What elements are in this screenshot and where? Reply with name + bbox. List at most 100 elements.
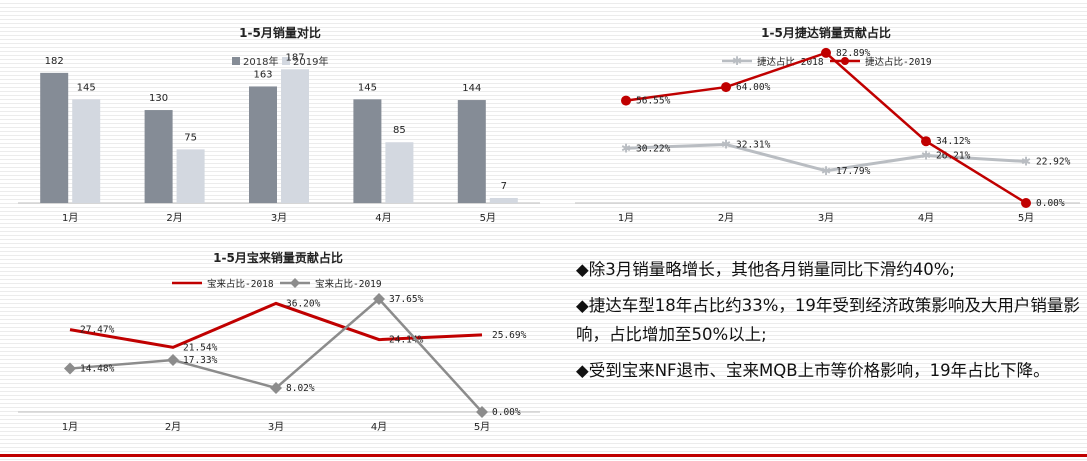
data-value-label: 0.00%	[492, 407, 521, 418]
summary-point-1: ◆除3月销量略增长，其他各月销量同比下滑约40%;	[576, 260, 955, 279]
x-tick-label: 1月	[62, 212, 78, 224]
summary-point-2: ◆捷达车型18年占比约33%，19年受到经济政策影响及大用户销量影响，占比增加至…	[576, 296, 1080, 344]
bar	[489, 197, 518, 203]
x-tick-label: 3月	[271, 212, 287, 224]
bar-value-label: 75	[184, 132, 197, 143]
legend-marker	[290, 278, 300, 288]
x-tick-label: 3月	[268, 421, 284, 433]
data-value-label: 25.69%	[492, 330, 527, 341]
x-tick-label: 2月	[166, 212, 182, 224]
jetta-share-line-chart: 1-5月捷达销量贡献占比 ✱ 捷达占比-2018 捷达占比-2019 1月 2月 3月 4月 5…	[570, 0, 1087, 240]
legend-label: 捷达占比-2019	[865, 56, 932, 68]
chart-title: 1-5月销量对比	[239, 25, 321, 40]
data-value-label: 64.00%	[736, 82, 771, 93]
bar-value-label: 130	[149, 93, 168, 104]
legend-marker: ✱	[732, 54, 742, 68]
data-value-label: 14.48%	[80, 364, 115, 375]
data-point	[476, 406, 488, 418]
bar-value-label: 182	[45, 56, 64, 67]
series-line	[625, 142, 1027, 173]
data-value-label: 32.31%	[736, 139, 771, 150]
data-point	[621, 95, 631, 106]
legend-label: 宝来占比-2019	[315, 278, 382, 290]
bar-value-label: 145	[77, 82, 96, 93]
data-value-label: 24.14%	[389, 335, 424, 346]
data-value-label: 30.22%	[636, 143, 671, 154]
sales-bar-chart: 1-5月销量对比 2018年 2019年 1月 182 145 2月 130 75 3月 163 18…	[0, 0, 560, 240]
bar	[40, 72, 69, 204]
data-point	[270, 381, 282, 394]
sales-bar-chart-svg: 1-5月销量对比 2018年 2019年 1月 182 145 2月 130 75 3月 163 18…	[18, 25, 540, 224]
x-tick-label: 1月	[62, 421, 78, 433]
summary-point-3: ◆受到宝来NF退市、宝来MQB上市等价格影响，19年占比下降。	[576, 361, 1050, 380]
data-point: ✱	[721, 137, 731, 151]
data-point	[373, 293, 385, 306]
bar	[281, 69, 309, 203]
data-point	[921, 136, 931, 147]
legend-label: 2019年	[293, 55, 328, 68]
legend-swatch	[232, 57, 240, 65]
bar-value-label: 187	[285, 52, 304, 63]
x-tick-label: 5月	[1018, 212, 1034, 224]
bora-share-line-chart: 1-5月宝来销量贡献占比宝来占比-2018 宝来占比-2019 1月 2月 3月 4月 5月…	[0, 240, 560, 454]
x-tick-label: 1月	[618, 212, 634, 224]
data-point: ✱	[1021, 154, 1031, 168]
data-value-label: 22.92%	[1036, 156, 1071, 167]
x-tick-label: 4月	[371, 421, 387, 433]
x-tick-label: 4月	[375, 212, 391, 224]
data-value-label: 36.20%	[286, 298, 321, 309]
bullet-diamond-icon: ◆	[576, 296, 589, 315]
data-point	[64, 362, 76, 375]
x-tick-label: 4月	[918, 212, 934, 224]
bar-value-label: 145	[358, 82, 377, 93]
x-tick-label: 2月	[718, 212, 734, 224]
data-point	[821, 47, 831, 58]
data-point	[167, 354, 179, 367]
data-point	[1021, 198, 1031, 208]
data-value-label: 27.47%	[80, 325, 115, 336]
x-tick-label: 3月	[818, 212, 834, 224]
bar	[176, 149, 205, 203]
series-line	[625, 51, 1027, 205]
bar-value-label: 85	[393, 125, 406, 136]
data-point	[721, 82, 731, 93]
x-tick-label: 5月	[474, 421, 490, 433]
x-tick-label: 2月	[165, 421, 181, 433]
bar	[353, 99, 382, 203]
bar-value-label: 144	[462, 83, 481, 94]
legend-label: 宝来占比-2018	[207, 278, 274, 290]
series-line	[69, 297, 483, 413]
summary-text-panel: ◆除3月销量略增长，其他各月销量同比下滑约40%; ◆捷达车型18年占比约33%…	[576, 255, 1081, 392]
data-value-label: 82.89%	[836, 48, 871, 59]
data-value-label: 26.21%	[936, 151, 971, 162]
data-value-label: 17.79%	[836, 166, 871, 177]
bullet-diamond-icon: ◆	[576, 260, 589, 279]
x-tick-label: 5月	[480, 212, 496, 224]
bar-value-label: 7	[501, 181, 507, 192]
bar-value-label: 163	[253, 69, 272, 80]
data-value-label: 8.02%	[286, 383, 315, 394]
data-value-label: 21.54%	[183, 342, 218, 353]
bar	[144, 110, 173, 203]
data-value-label: 56.55%	[636, 96, 671, 107]
data-point: ✱	[921, 149, 931, 163]
legend-swatch	[282, 57, 290, 65]
bar	[249, 86, 277, 203]
bar	[72, 99, 101, 203]
bottom-accent-line	[0, 454, 1087, 457]
bar	[457, 100, 486, 203]
bullet-diamond-icon: ◆	[576, 361, 589, 380]
bar	[385, 142, 414, 203]
chart-title: 1-5月捷达销量贡献占比	[761, 25, 891, 40]
data-point: ✱	[621, 141, 631, 155]
data-value-label: 34.12%	[936, 136, 971, 147]
data-point: ✱	[821, 164, 831, 178]
data-value-label: 0.00%	[1036, 198, 1065, 209]
legend-marker	[841, 57, 849, 65]
data-value-label: 17.33%	[183, 355, 218, 366]
chart-title: 1-5月宝来销量贡献占比	[213, 250, 343, 265]
legend-label: 2018年	[243, 55, 278, 68]
data-value-label: 37.65%	[389, 294, 424, 305]
